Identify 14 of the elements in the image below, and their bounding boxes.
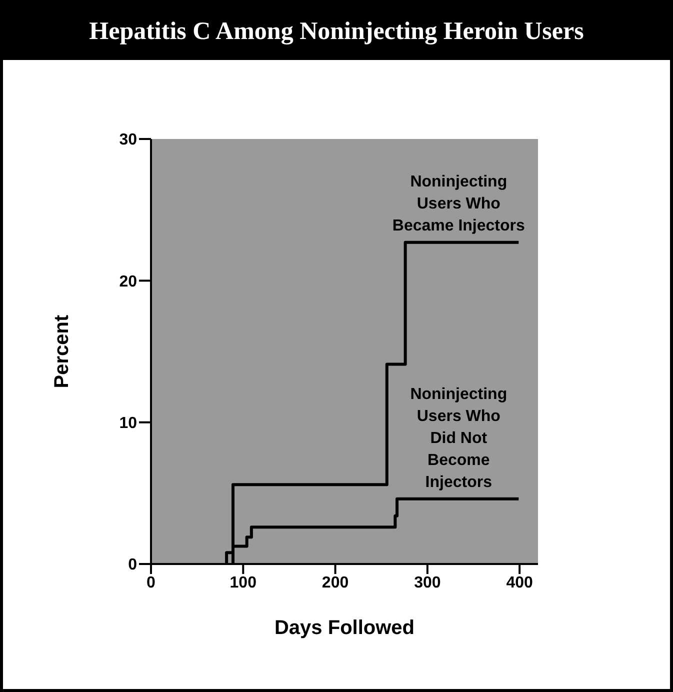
x-tick-label: 0: [146, 574, 156, 592]
y-tick-label: 10: [119, 415, 138, 432]
chart-title: Hepatitis C Among Noninjecting Heroin Users: [3, 3, 670, 60]
x-tick-label: 300: [414, 574, 441, 592]
x-tick-label: 100: [230, 574, 257, 592]
x-axis-title: Days Followed: [274, 617, 415, 639]
x-tick-label: 200: [322, 574, 349, 592]
y-axis-title: Percent: [51, 314, 74, 388]
series-label: Noninjecting Users Who Became Injectors: [392, 173, 525, 234]
x-tick-label: 400: [506, 574, 534, 592]
series-label: Noninjecting Users Who Did Not Become Injectors: [410, 386, 508, 491]
y-tick-label: 30: [119, 132, 138, 149]
y-tick-label: 0: [128, 556, 138, 574]
y-tick-label: 20: [119, 273, 138, 290]
